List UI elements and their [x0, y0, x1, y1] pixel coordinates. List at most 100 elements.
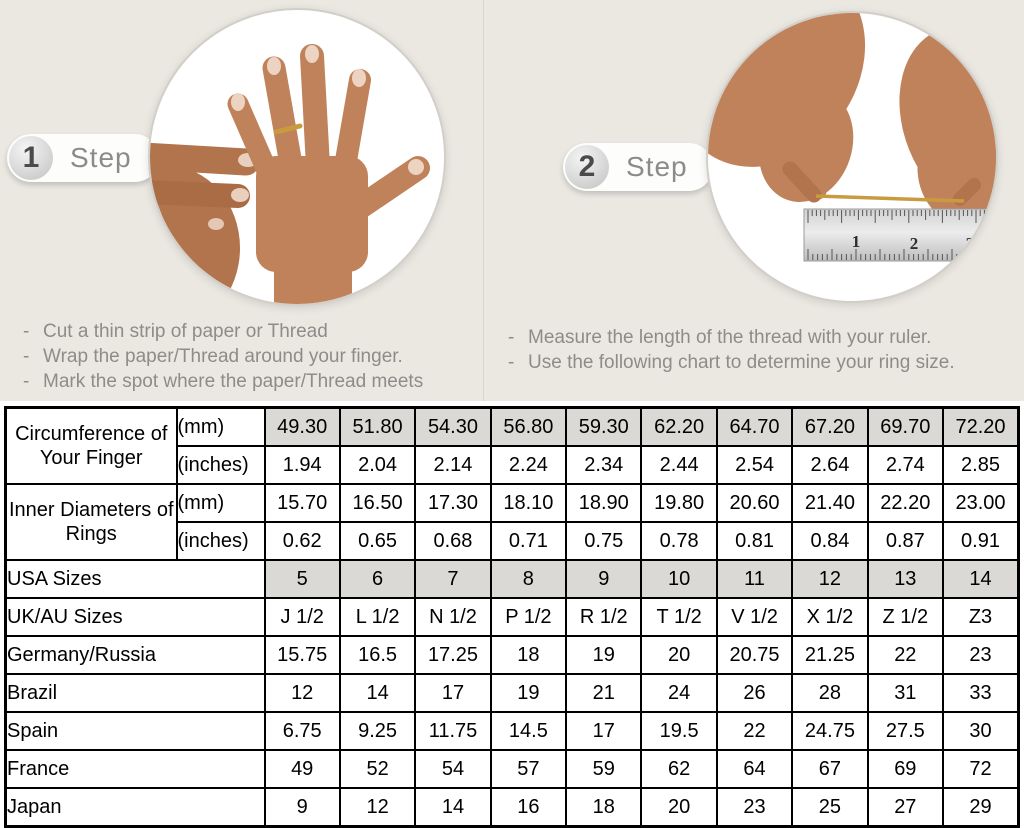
size-value-cell: 26	[715, 673, 794, 713]
size-value-cell: 31	[866, 673, 945, 713]
size-value-cell: 2.34	[565, 445, 643, 485]
size-value-cell: 22	[866, 635, 945, 675]
right-pinching-hand	[899, 26, 996, 225]
size-value-cell: 28	[791, 673, 869, 713]
size-value-cell: 18.10	[489, 483, 568, 523]
size-value-cell: 11	[715, 559, 794, 599]
size-value-cell: X 1/2	[791, 597, 869, 637]
size-value-cell: 23	[715, 787, 794, 828]
row-group-label: Inner Diameters of Rings	[4, 483, 178, 561]
bullet-dash: -	[23, 346, 30, 367]
size-value-cell: 51.80	[338, 406, 417, 447]
table-row: Spain 6.75 9.25 11.75 14.5 17 19.5 22 24.75 27.5 3…	[4, 711, 1020, 751]
size-value-cell: 20	[640, 787, 718, 828]
size-value-cell: 14	[942, 559, 1020, 599]
size-value-cell: 0.68	[414, 521, 492, 561]
row-label: France	[4, 749, 266, 789]
size-value-cell: 19.80	[640, 483, 718, 523]
step-1-badge: 1 Step	[7, 134, 159, 182]
size-value-cell: 6.75	[263, 711, 341, 751]
size-value-cell: 11.75	[414, 711, 492, 751]
step-1-photo-hand-with-thread	[148, 8, 446, 306]
table-row: Circumference of Your Finger (mm) 49.30 51.…	[4, 406, 1020, 485]
table-row: (inches) 1.94 2.04 2.14 2.24 2.34 2.44 2.54 2.64…	[6, 445, 1020, 485]
step-2-number: 2	[565, 145, 609, 189]
size-value-cell: 0.65	[338, 521, 417, 561]
ruler-number-3: 3	[966, 234, 975, 253]
size-value-cell: 22.20	[866, 483, 945, 523]
size-value-cell: 20	[640, 635, 718, 675]
size-value-cell: 62.20	[640, 406, 718, 447]
size-value-cell: N 1/2	[414, 597, 492, 637]
size-value-cell: 14.5	[489, 711, 568, 751]
step-1-instructions: - Cut a thin strip of paper or Thread - …	[20, 319, 423, 394]
row-unit-label: (inches)	[175, 521, 266, 561]
table-row: UK/AU Sizes J 1/2 L 1/2 N 1/2 P 1/2 R 1/2 T 1/…	[4, 597, 1020, 637]
main-hand	[227, 44, 430, 304]
size-value-cell: 56.80	[489, 406, 568, 447]
size-value-cell: 2.54	[715, 445, 794, 485]
bullet-dash: -	[23, 321, 30, 342]
size-value-cell: 67	[791, 749, 869, 789]
bullet-dash: -	[508, 352, 515, 373]
size-value-cell: 62	[640, 749, 718, 789]
ring-size-chart-section: Circumference of Your Finger (mm) 49.30 51.…	[0, 401, 1024, 828]
table-row: (inches) 0.62 0.65 0.68 0.71 0.75 0.78 0.81 0.84…	[6, 521, 1020, 561]
step-2-instructions: - Measure the length of the thread with …	[505, 325, 955, 375]
row-unit-label: (inches)	[175, 445, 266, 485]
size-value-cell: 25	[791, 787, 869, 828]
table-row: Brazil 12 14 17 19 21 24 26 28 31 33	[4, 673, 1020, 713]
table-row: Germany/Russia 15.75 16.5 17.25 18 19 20 20.75 2…	[4, 635, 1020, 675]
size-value-cell: 12	[791, 559, 869, 599]
size-value-cell: 17	[565, 711, 643, 751]
size-value-cell: 72	[942, 749, 1020, 789]
row-label: Germany/Russia	[4, 635, 266, 675]
size-value-cell: 6	[338, 559, 417, 599]
size-value-cell: 54	[414, 749, 492, 789]
size-value-cell: 21.40	[791, 483, 869, 523]
row-label: Brazil	[4, 673, 266, 713]
size-value-cell: 23.00	[942, 483, 1020, 523]
step-2-badge: 2 Step	[563, 143, 713, 191]
row-group-label: Circumference of Your Finger	[4, 406, 178, 485]
size-value-cell: 10	[640, 559, 718, 599]
size-value-cell: Z3	[942, 597, 1020, 637]
ring-size-chart-table: Circumference of Your Finger (mm) 49.30 51.…	[4, 406, 1020, 828]
size-chart-body: Circumference of Your Finger (mm) 49.30 51.…	[4, 406, 1020, 828]
size-value-cell: 64	[715, 749, 794, 789]
size-value-cell: 2.14	[414, 445, 492, 485]
instruction-line: - Mark the spot where the paper/Thread m…	[20, 369, 423, 394]
size-value-cell: 0.87	[866, 521, 945, 561]
size-value-cell: 59	[565, 749, 643, 789]
instruction-text: Mark the spot where the paper/Thread mee…	[43, 371, 424, 392]
size-value-cell: 24	[640, 673, 718, 713]
size-value-cell: 19	[489, 673, 568, 713]
hand-illustration	[150, 44, 430, 304]
size-value-cell: 18	[489, 635, 568, 675]
size-value-cell: J 1/2	[263, 597, 341, 637]
size-value-cell: 0.84	[791, 521, 869, 561]
size-value-cell: 14	[338, 673, 417, 713]
size-value-cell: 0.71	[489, 521, 568, 561]
size-value-cell: 69.70	[866, 406, 945, 447]
size-value-cell: 2.85	[942, 445, 1020, 485]
size-value-cell: 13	[866, 559, 945, 599]
size-value-cell: 12	[263, 673, 341, 713]
size-value-cell: 27.5	[866, 711, 945, 751]
size-value-cell: 54.30	[414, 406, 492, 447]
size-value-cell: 20.75	[715, 635, 794, 675]
size-value-cell: 29	[942, 787, 1020, 828]
size-value-cell: 67.20	[791, 406, 869, 447]
size-value-cell: 20.60	[715, 483, 794, 523]
gold-thread-ring	[273, 123, 303, 135]
table-row: Inner Diameters of Rings (mm) 15.70 16.50 17…	[4, 483, 1020, 561]
size-value-cell: Z 1/2	[866, 597, 945, 637]
size-value-cell: 21.25	[791, 635, 869, 675]
size-value-cell: 49.30	[263, 406, 341, 447]
helper-hand	[150, 142, 260, 304]
table-row: USA Sizes 5 6 7 8 9 10 11 12 13 14	[4, 559, 1020, 599]
instruction-line: - Measure the length of the thread with …	[505, 325, 955, 350]
step-1-label: Step	[70, 142, 132, 173]
steel-ruler: 1 2 3	[803, 208, 996, 262]
bullet-dash: -	[23, 371, 30, 392]
